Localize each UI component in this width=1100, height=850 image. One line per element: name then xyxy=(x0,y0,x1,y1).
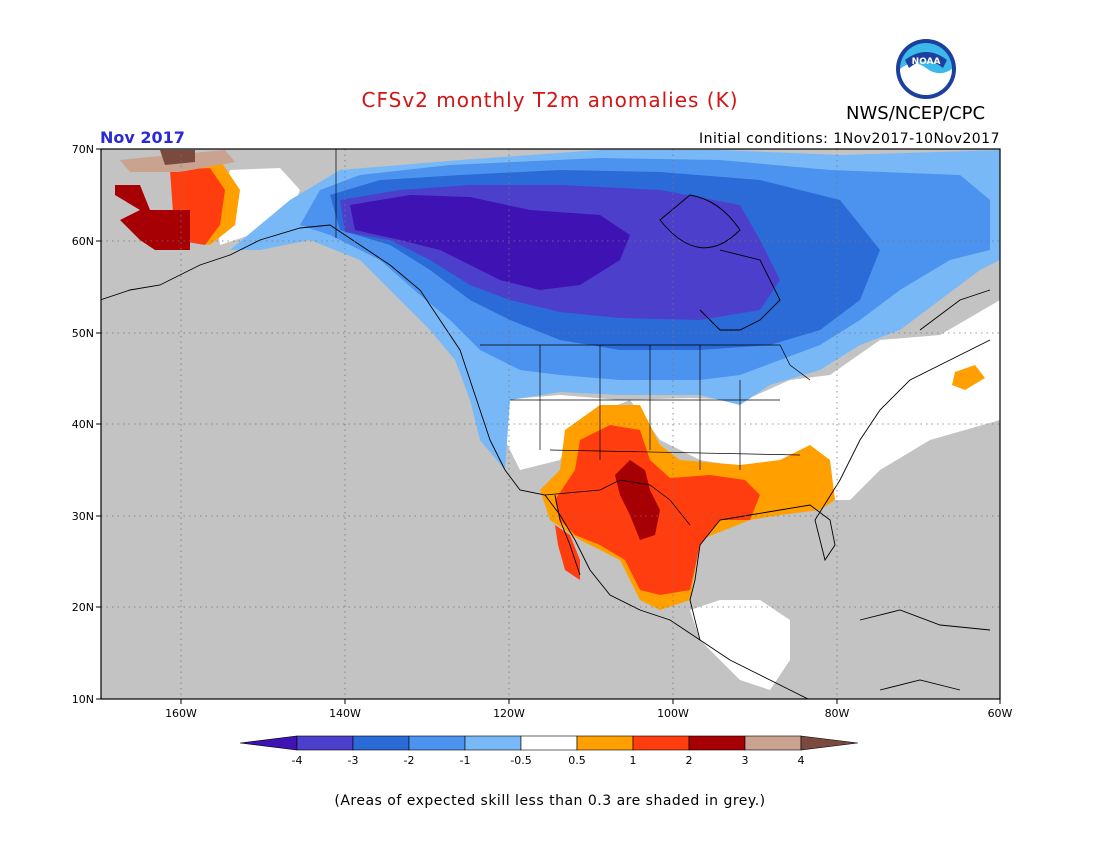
lat-label-20n: 20N xyxy=(71,601,94,614)
colorbar-label: 0.5 xyxy=(568,754,586,767)
colorbar-label: -3 xyxy=(347,754,359,767)
colorbar-label: -0.5 xyxy=(510,754,532,767)
initial-conditions-label: Initial conditions: 1Nov2017-10Nov2017 xyxy=(698,131,1000,147)
dark-red-region-sw xyxy=(615,460,660,540)
orange-region-ne xyxy=(952,365,985,390)
colorbar-cell-6 xyxy=(576,735,634,751)
colorbar-cell-7 xyxy=(632,735,690,751)
white-region-central-america xyxy=(690,600,790,690)
red-orange-region-baja xyxy=(555,525,580,580)
lon-label-60w: 60W xyxy=(987,707,1013,720)
brand-label: NWS/NCEP/CPC xyxy=(846,103,986,124)
lat-label-50n: 50N xyxy=(71,327,94,340)
lon-label-140w: 140W xyxy=(329,707,361,720)
lat-label-40n: 40N xyxy=(71,418,94,431)
colorbar-cell-8 xyxy=(688,735,746,751)
white-region-central xyxy=(500,395,800,470)
colorbar-cell-2 xyxy=(352,735,410,751)
colorbar-cell-1 xyxy=(296,735,354,751)
lat-label-70n: 70N xyxy=(71,143,94,156)
colorbar-label: 4 xyxy=(797,754,805,767)
chart-title: CFSv2 monthly T2m anomalies (K) xyxy=(361,88,739,112)
footnote: (Areas of expected skill less than 0.3 a… xyxy=(334,793,766,809)
lon-label-80w: 80W xyxy=(824,707,850,720)
colorbar-label: -4 xyxy=(291,754,303,767)
colorbar-label: -1 xyxy=(459,754,471,767)
colorbar-cell-10 xyxy=(800,735,859,751)
colorbar-label: 2 xyxy=(685,754,693,767)
colorbar-label: 1 xyxy=(629,754,637,767)
lat-label-60n: 60N xyxy=(71,235,94,248)
lon-label-100w: 100W xyxy=(657,707,689,720)
noaa-logo: NOAA xyxy=(896,39,956,99)
colorbar-cell-0 xyxy=(239,735,298,751)
borders xyxy=(335,149,811,526)
colorbar-cell-3 xyxy=(408,735,466,751)
lat-label-10n: 10N xyxy=(71,693,94,706)
colorbar-cell-9 xyxy=(744,735,802,751)
colorbar-label: -2 xyxy=(403,754,415,767)
graticule xyxy=(101,149,1000,699)
lon-label-120w: 120W xyxy=(493,707,525,720)
month-label: Nov 2017 xyxy=(100,128,185,147)
axis-ticks xyxy=(96,148,1001,704)
dark-red-region-alaska xyxy=(115,185,190,250)
colorbar-cell-5 xyxy=(520,735,578,751)
dark-brown-region-alaska xyxy=(160,150,195,165)
colorbar-label: 3 xyxy=(741,754,749,767)
lon-label-160w: 160W xyxy=(165,707,197,720)
colorbar-cell-4 xyxy=(464,735,522,751)
lat-label-30n: 30N xyxy=(71,510,94,523)
svg-text:NOAA: NOAA xyxy=(912,57,941,67)
coastlines xyxy=(101,194,991,699)
deep-purple-region xyxy=(350,195,630,290)
